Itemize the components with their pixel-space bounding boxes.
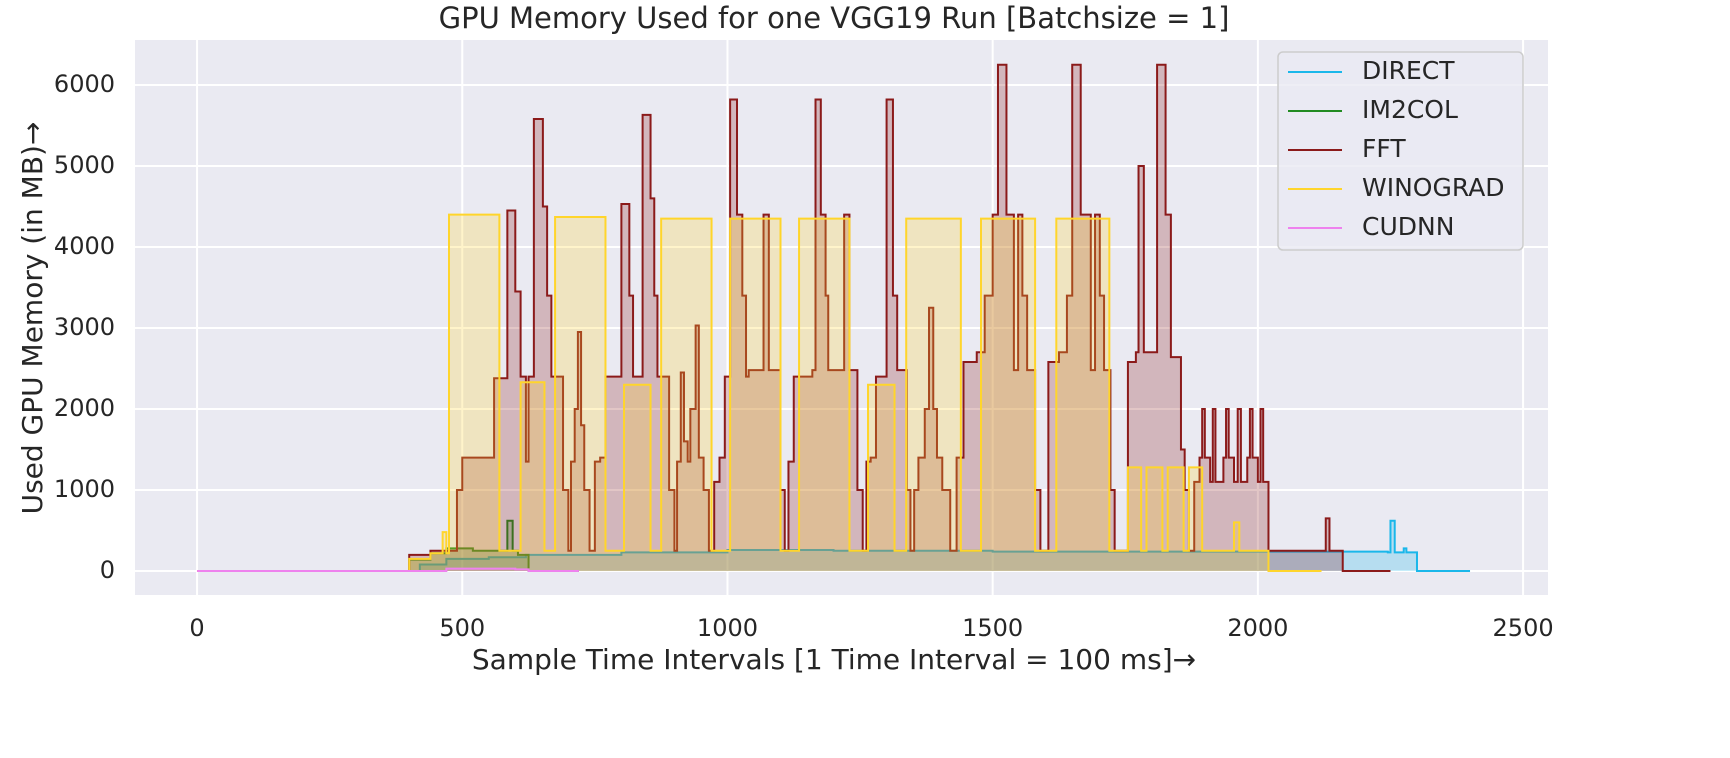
x-tick-label: 500 bbox=[439, 614, 485, 642]
legend: DIRECT IM2COL FFT WINOGRAD CUDNN bbox=[1277, 51, 1524, 251]
series-line bbox=[197, 213, 1322, 573]
x-tick-label: 1000 bbox=[697, 614, 758, 642]
y-axis-label: Used GPU Memory (in MB)→ bbox=[16, 122, 49, 515]
legend-label: CUDNN bbox=[1362, 212, 1454, 241]
x-axis-label: Sample Time Intervals [1 Time Interval =… bbox=[472, 643, 1196, 676]
legend-box bbox=[1277, 51, 1524, 251]
x-tick-label: 2500 bbox=[1493, 614, 1554, 642]
series-line bbox=[197, 567, 579, 573]
legend-label: FFT bbox=[1362, 134, 1406, 163]
x-tick-label: 0 bbox=[189, 614, 204, 642]
area-fill bbox=[197, 520, 579, 572]
area-fill bbox=[197, 520, 1471, 572]
area-fill bbox=[197, 214, 1322, 572]
y-tick-label: 3000 bbox=[54, 313, 115, 341]
legend-label: IM2COL bbox=[1362, 95, 1458, 124]
y-tick-label: 1000 bbox=[54, 475, 115, 503]
legend-label: WINOGRAD bbox=[1362, 173, 1505, 202]
marks bbox=[197, 63, 1471, 573]
series-line bbox=[197, 63, 1391, 573]
y-tick-label: 4000 bbox=[54, 232, 115, 260]
y-tick-label: 5000 bbox=[54, 151, 115, 179]
area-fill bbox=[197, 64, 1391, 572]
y-tick-label: 2000 bbox=[54, 394, 115, 422]
y-tick-label: 0 bbox=[100, 556, 115, 584]
chart-title: GPU Memory Used for one VGG19 Run [Batch… bbox=[439, 1, 1230, 35]
legend-label: DIRECT bbox=[1362, 56, 1455, 85]
x-tick-label: 2000 bbox=[1227, 614, 1288, 642]
y-tick-label: 6000 bbox=[54, 70, 115, 98]
x-tick-label: 1500 bbox=[962, 614, 1023, 642]
